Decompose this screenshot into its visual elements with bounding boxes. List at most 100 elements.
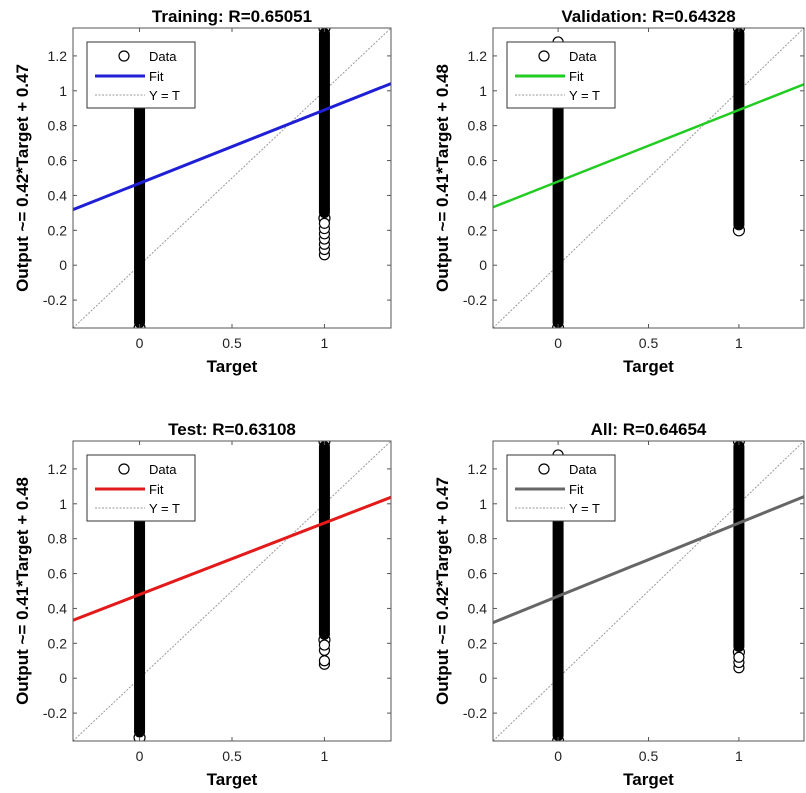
legend-fit-label: Fit bbox=[569, 69, 584, 84]
fit-line bbox=[73, 82, 391, 211]
y-tick-label: 0.4 bbox=[468, 187, 488, 203]
regression-panel-2: -0.2 0 0.2 0.4 0.6 0.8 1 1.2 0 0.5 1 Validation: R=… bbox=[433, 7, 805, 376]
data-points-column bbox=[733, 28, 745, 231]
legend-data-marker bbox=[538, 50, 550, 62]
chart-title: Validation: R=0.64328 bbox=[561, 7, 735, 26]
x-axis-label: Target bbox=[207, 357, 258, 376]
data-column-1 bbox=[318, 441, 331, 670]
data-column-1 bbox=[318, 28, 331, 261]
y-tick-label: 0.2 bbox=[48, 635, 68, 651]
data-point bbox=[732, 441, 746, 448]
y-tick-label: 0.6 bbox=[48, 153, 68, 169]
y-tick-label: 0.2 bbox=[48, 222, 68, 238]
data-points-column bbox=[318, 28, 330, 219]
data-points-column bbox=[552, 90, 564, 328]
legend-fit-label: Fit bbox=[149, 69, 164, 84]
data-point bbox=[732, 224, 746, 237]
y-tick-label: 0.2 bbox=[468, 222, 488, 238]
legend-identity-label: Y = T bbox=[569, 501, 600, 516]
data-point bbox=[551, 734, 565, 741]
y-tick-label: 0.8 bbox=[468, 118, 488, 134]
x-tick-label: 1 bbox=[735, 335, 743, 351]
x-axis-label: Target bbox=[623, 357, 674, 376]
data-column-0 bbox=[133, 88, 146, 328]
y-tick-label: 0.4 bbox=[48, 187, 68, 203]
x-tick-label: 0 bbox=[136, 335, 144, 351]
chart-title: All: R=0.64654 bbox=[591, 420, 707, 439]
identity-line bbox=[73, 28, 391, 328]
x-axis-label: Target bbox=[207, 770, 258, 789]
y-tick-label: 0.8 bbox=[468, 531, 488, 547]
data-point bbox=[551, 321, 565, 328]
regression-panel-4: -0.2 0 0.2 0.4 0.6 0.8 1 1.2 0 0.5 1 All: R=0.64654… bbox=[433, 420, 805, 789]
x-tick-label: 0.5 bbox=[222, 335, 242, 351]
legend-data-label: Data bbox=[569, 49, 597, 64]
data-points-column bbox=[552, 503, 564, 741]
data-column-1 bbox=[732, 28, 746, 237]
legend-identity-label: Y = T bbox=[149, 501, 180, 516]
legend-fit-label: Fit bbox=[569, 482, 584, 497]
x-tick-label: 0.5 bbox=[639, 748, 659, 764]
y-tick-label: 1.2 bbox=[48, 48, 68, 64]
y-axis-label: Output ~= 0.42*Target + 0.47 bbox=[433, 477, 452, 705]
data-column-0 bbox=[133, 501, 146, 741]
y-axis-label: Output ~= 0.42*Target + 0.47 bbox=[13, 64, 32, 292]
legend-fit-label: Fit bbox=[149, 482, 164, 497]
identity-line bbox=[73, 441, 391, 741]
data-point bbox=[318, 217, 331, 229]
legend: Data Fit Y = T bbox=[86, 454, 196, 522]
plot-content bbox=[73, 441, 391, 741]
chart-title: Test: R=0.63108 bbox=[168, 420, 296, 439]
y-axis-label: Output ~= 0.41*Target + 0.48 bbox=[13, 477, 32, 705]
y-tick-label: 1.2 bbox=[468, 48, 488, 64]
y-tick-label: 0.6 bbox=[468, 153, 488, 169]
legend: Data Fit Y = T bbox=[506, 454, 616, 522]
data-points-column bbox=[318, 441, 330, 640]
y-tick-label: 0.6 bbox=[48, 566, 68, 582]
regression-panel-1: -0.2 0 0.2 0.4 0.6 0.8 1 1.2 0 0.5 1 Training: R=0.… bbox=[13, 7, 392, 376]
y-tick-label: 0.2 bbox=[468, 635, 488, 651]
data-point bbox=[318, 655, 331, 667]
y-tick-label: 0.8 bbox=[48, 118, 68, 134]
fit-line bbox=[493, 83, 804, 209]
plot-content bbox=[493, 28, 804, 328]
y-tick-label: 1 bbox=[479, 83, 487, 99]
y-tick-label: 0 bbox=[479, 670, 487, 686]
x-tick-label: 0.5 bbox=[222, 748, 242, 764]
legend-data-label: Data bbox=[569, 462, 597, 477]
y-tick-label: -0.2 bbox=[463, 705, 487, 721]
y-tick-label: 0.4 bbox=[48, 600, 68, 616]
data-points-column bbox=[134, 507, 146, 738]
y-axis-label: Output ~= 0.41*Target + 0.48 bbox=[433, 64, 452, 292]
y-tick-label: 0.8 bbox=[48, 531, 68, 547]
legend: Data Fit Y = T bbox=[86, 41, 196, 109]
data-point bbox=[133, 321, 146, 328]
data-points-column bbox=[733, 441, 745, 653]
chart-title: Training: R=0.65051 bbox=[152, 7, 312, 26]
legend: Data Fit Y = T bbox=[506, 41, 616, 109]
y-tick-label: 0 bbox=[479, 257, 487, 273]
data-point bbox=[732, 28, 746, 35]
y-tick-label: -0.2 bbox=[43, 292, 67, 308]
legend-data-marker bbox=[118, 463, 130, 475]
x-tick-label: 0 bbox=[136, 748, 144, 764]
legend-data-label: Data bbox=[149, 49, 177, 64]
y-tick-label: 1 bbox=[59, 83, 67, 99]
regression-panel-3: -0.2 0 0.2 0.4 0.6 0.8 1 1.2 0 0.5 1 Test: R=0.6310… bbox=[13, 420, 392, 789]
y-tick-label: 0 bbox=[59, 257, 67, 273]
x-tick-label: 1 bbox=[735, 748, 743, 764]
y-tick-label: 1.2 bbox=[468, 461, 488, 477]
data-point bbox=[318, 639, 331, 651]
x-tick-label: 0 bbox=[554, 748, 562, 764]
legend-data-marker bbox=[118, 50, 130, 62]
x-tick-label: 0 bbox=[554, 335, 562, 351]
y-tick-label: 0.4 bbox=[468, 600, 488, 616]
data-point bbox=[733, 651, 745, 663]
plot-content bbox=[493, 441, 804, 741]
y-tick-label: -0.2 bbox=[43, 705, 67, 721]
y-tick-label: 0.6 bbox=[468, 566, 488, 582]
x-tick-label: 1 bbox=[321, 748, 329, 764]
data-point bbox=[318, 441, 331, 448]
x-tick-label: 1 bbox=[321, 335, 329, 351]
legend-data-label: Data bbox=[149, 462, 177, 477]
